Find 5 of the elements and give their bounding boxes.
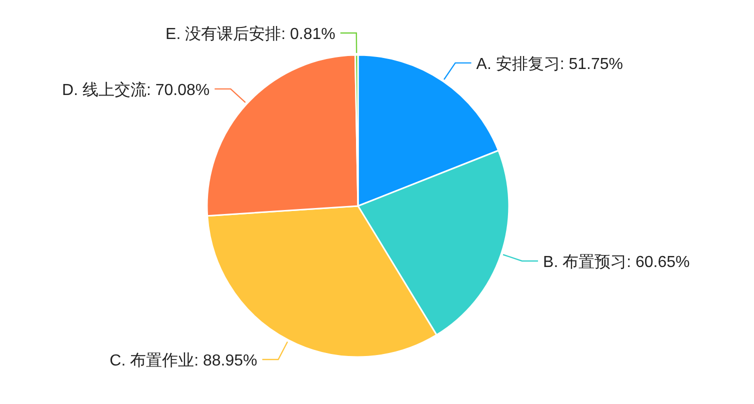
slice-label: B. 布置预习: [543, 254, 627, 271]
slice-label: E. 没有课后安排: [166, 25, 282, 44]
slice-label: C. 布置作业: [110, 352, 194, 370]
slice-label: A. 安排复习: [476, 54, 560, 73]
slice-label: D. 线上交流: [62, 80, 146, 99]
